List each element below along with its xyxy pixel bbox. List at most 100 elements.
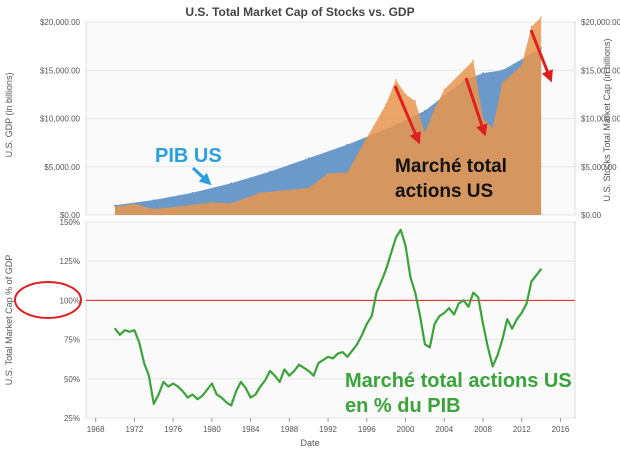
top-point-series-0 [482, 72, 484, 74]
bottom-point-series-0 [477, 296, 480, 299]
bottom-point-series-0 [395, 236, 397, 239]
bottom-point-series-0 [177, 385, 179, 388]
bottom-point-series-0 [288, 374, 291, 377]
bottom-point-series-0 [114, 327, 116, 330]
top-point-series-1 [327, 172, 329, 175]
bottom-point-series-0 [259, 385, 262, 388]
top-y-tick-label-right: $15,000.00 [581, 66, 620, 75]
bottom-point-series-0 [491, 365, 494, 368]
top-point-series-1 [395, 79, 397, 81]
bottom-point-series-0 [448, 307, 450, 310]
bottom-point-series-0 [496, 354, 499, 357]
x-tick-label: 1968 [87, 425, 105, 434]
bottom-point-series-0 [317, 362, 320, 364]
bottom-point-series-0 [245, 387, 247, 390]
bottom-point-series-0 [298, 363, 300, 366]
top-point-series-1 [385, 103, 388, 105]
x-axis-label: Date [300, 438, 319, 448]
x-tick-label: 1992 [319, 425, 337, 434]
top-point-series-1 [540, 16, 542, 19]
bottom-point-series-0 [453, 313, 455, 316]
top-point-series-1 [433, 108, 436, 110]
x-tick-label: 2000 [397, 425, 415, 434]
top-point-series-0 [501, 69, 504, 72]
top-point-series-0 [153, 199, 155, 201]
bottom-point-series-0 [322, 359, 325, 361]
bottom-point-series-0 [172, 382, 174, 385]
bottom-point-series-0 [153, 403, 155, 405]
top-area-series-1 [115, 17, 542, 216]
bottom-point-series-0 [419, 315, 421, 317]
annotation-marche-total-line1: Marché total [395, 156, 507, 177]
bottom-point-series-0 [196, 398, 199, 401]
top-point-series-1 [366, 137, 368, 139]
red-arrow-2000 [393, 85, 421, 145]
annotation-marche-total-line2: actions US [395, 181, 493, 202]
bottom-point-series-0 [346, 356, 349, 358]
bottom-point-series-0 [201, 395, 203, 397]
annotation-pib-us: PIB US [155, 145, 222, 167]
bottom-point-series-0 [399, 229, 402, 231]
top-point-series-1 [162, 207, 165, 209]
top-point-series-1 [491, 127, 494, 129]
bottom-point-series-0 [366, 323, 368, 325]
bottom-point-series-0 [472, 291, 475, 294]
x-tick-label: 2004 [435, 425, 453, 434]
top-point-series-1 [472, 59, 475, 62]
top-point-series-0 [191, 192, 194, 194]
top-y-tick-label: $10,000.00 [40, 115, 81, 124]
bottom-point-series-0 [414, 291, 417, 294]
bottom-y-tick-label: 150% [60, 218, 80, 227]
bottom-point-series-0 [293, 370, 296, 372]
top-point-series-1 [114, 206, 116, 208]
bottom-point-series-0 [186, 396, 189, 399]
x-tick-label: 2012 [513, 425, 531, 434]
bottom-y-tick-label: 75% [64, 336, 80, 345]
bottom-point-series-0 [487, 346, 489, 349]
bottom-point-series-0 [220, 396, 223, 399]
bottom-point-series-0 [409, 276, 412, 278]
chart-title: U.S. Total Market Cap of Stocks vs. GDP [185, 5, 414, 19]
bottom-point-series-0 [516, 318, 518, 321]
bottom-point-series-0 [211, 382, 213, 385]
top-point-series-1 [404, 93, 407, 96]
bottom-point-series-0 [157, 393, 160, 396]
top-y-tick-label-right: $20,000.00 [581, 18, 620, 27]
bottom-point-series-0 [143, 362, 145, 364]
red-arrow-2014 [529, 29, 553, 83]
bottom-point-series-0 [235, 390, 237, 393]
bottom-point-series-0 [332, 357, 334, 360]
bottom-point-series-0 [370, 315, 373, 317]
top-point-series-1 [414, 100, 417, 102]
bottom-point-series-0 [535, 274, 538, 277]
bottom-point-series-0 [337, 352, 339, 355]
top-y-tick-label: $5,000.00 [44, 163, 80, 172]
bottom-point-series-0 [540, 268, 542, 270]
x-tick-label: 1996 [358, 425, 376, 434]
top-point-series-1 [133, 203, 136, 205]
bottom-point-series-0 [148, 374, 150, 377]
bottom-point-series-0 [467, 305, 470, 308]
bottom-point-series-0 [351, 349, 354, 352]
top-point-series-1 [530, 26, 533, 28]
bottom-point-series-0 [133, 329, 136, 332]
bottom-point-series-0 [462, 299, 465, 302]
top-y-tick-label-right: $0.00 [581, 211, 602, 220]
top-point-series-1 [424, 132, 426, 134]
bottom-y-tick-label: 50% [64, 375, 80, 384]
bottom-point-series-0 [167, 385, 170, 388]
bottom-point-series-0 [240, 381, 242, 383]
bottom-point-series-0 [307, 370, 310, 372]
bottom-point-series-0 [443, 312, 446, 314]
top-point-series-1 [211, 201, 213, 204]
bottom-point-series-0 [254, 393, 257, 396]
bottom-point-series-0 [230, 404, 232, 407]
bottom-point-series-0 [520, 312, 523, 314]
bottom-point-series-0 [438, 315, 441, 317]
top-point-series-0 [230, 182, 232, 184]
bottom-y-tick-label: 25% [64, 414, 80, 423]
bottom-point-series-0 [182, 390, 184, 393]
top-point-series-1 [307, 187, 310, 189]
top-ylabel: U.S. GDP (in billions) [4, 73, 14, 158]
